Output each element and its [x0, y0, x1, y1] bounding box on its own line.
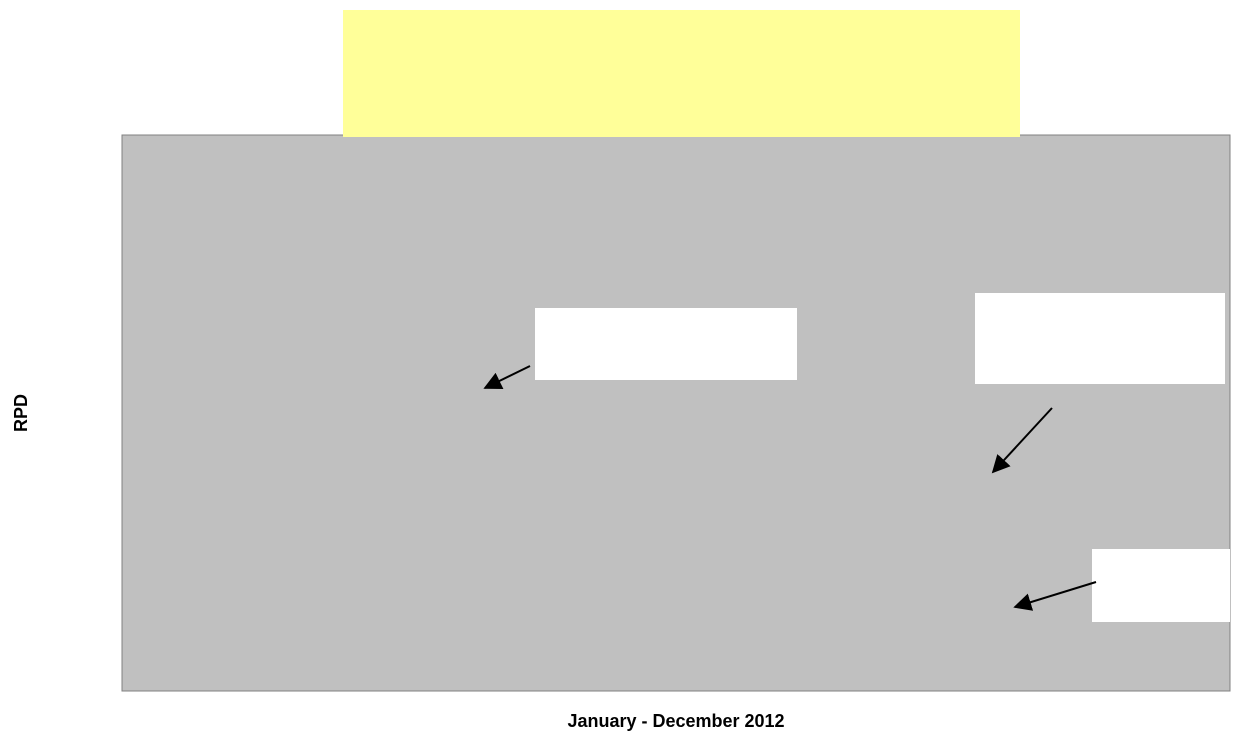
arrow — [991, 407, 1053, 474]
annotation-box — [535, 308, 797, 380]
plot-area — [121, 134, 1231, 692]
x-axis-label: January - December 2012 — [567, 711, 784, 731]
title-box — [343, 10, 1020, 137]
annotation-box — [1092, 549, 1230, 622]
arrow — [483, 365, 531, 389]
y-axis-label: RPD — [11, 394, 31, 432]
arrow — [1013, 581, 1097, 611]
annotation-box — [975, 293, 1225, 384]
